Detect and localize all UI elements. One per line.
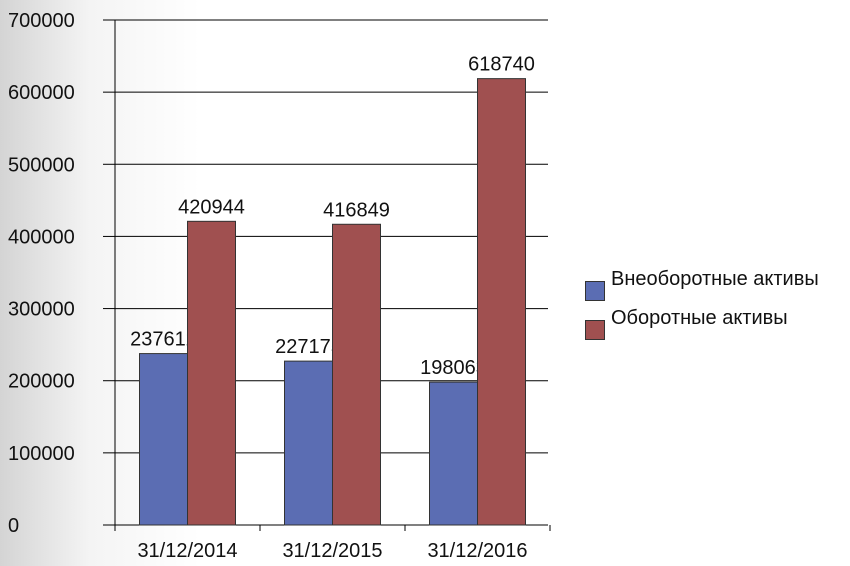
y-tick-label: 600000 xyxy=(8,82,75,104)
x-tick-label: 31/12/2014 xyxy=(137,540,237,562)
y-tick-label: 100000 xyxy=(8,443,75,465)
bar xyxy=(139,353,188,526)
value-label: 618740 xyxy=(468,54,535,76)
y-tick-label: 500000 xyxy=(8,154,75,176)
x-tick-label: 31/12/2015 xyxy=(282,540,382,562)
bar xyxy=(477,78,526,526)
legend-swatch xyxy=(585,320,605,340)
y-tick-label: 400000 xyxy=(8,226,75,248)
bar xyxy=(429,381,478,526)
legend-label: Внеоборотные активы xyxy=(611,268,819,290)
value-label: 420944 xyxy=(178,196,245,218)
bar xyxy=(284,360,333,526)
legend-swatch xyxy=(585,281,605,301)
value-label: 198063 xyxy=(420,357,487,379)
value-label: 416849 xyxy=(323,199,390,221)
y-tick-label: 0 xyxy=(8,515,19,537)
bar xyxy=(187,220,236,526)
value-label: 227175 xyxy=(275,336,342,358)
value-label: 237612 xyxy=(130,329,197,351)
y-tick-label: 200000 xyxy=(8,371,75,393)
legend-label: Оборотные активы xyxy=(611,307,788,329)
legend-item: Оборотные активы xyxy=(585,307,835,340)
y-tick-label: 700000 xyxy=(8,10,75,32)
y-tick-label: 300000 xyxy=(8,299,75,321)
x-tick-label: 31/12/2016 xyxy=(427,540,527,562)
bar xyxy=(332,223,381,526)
legend-item: Внеоборотные активы xyxy=(585,268,835,301)
legend: Внеоборотные активы Оборотные активы xyxy=(585,268,835,346)
